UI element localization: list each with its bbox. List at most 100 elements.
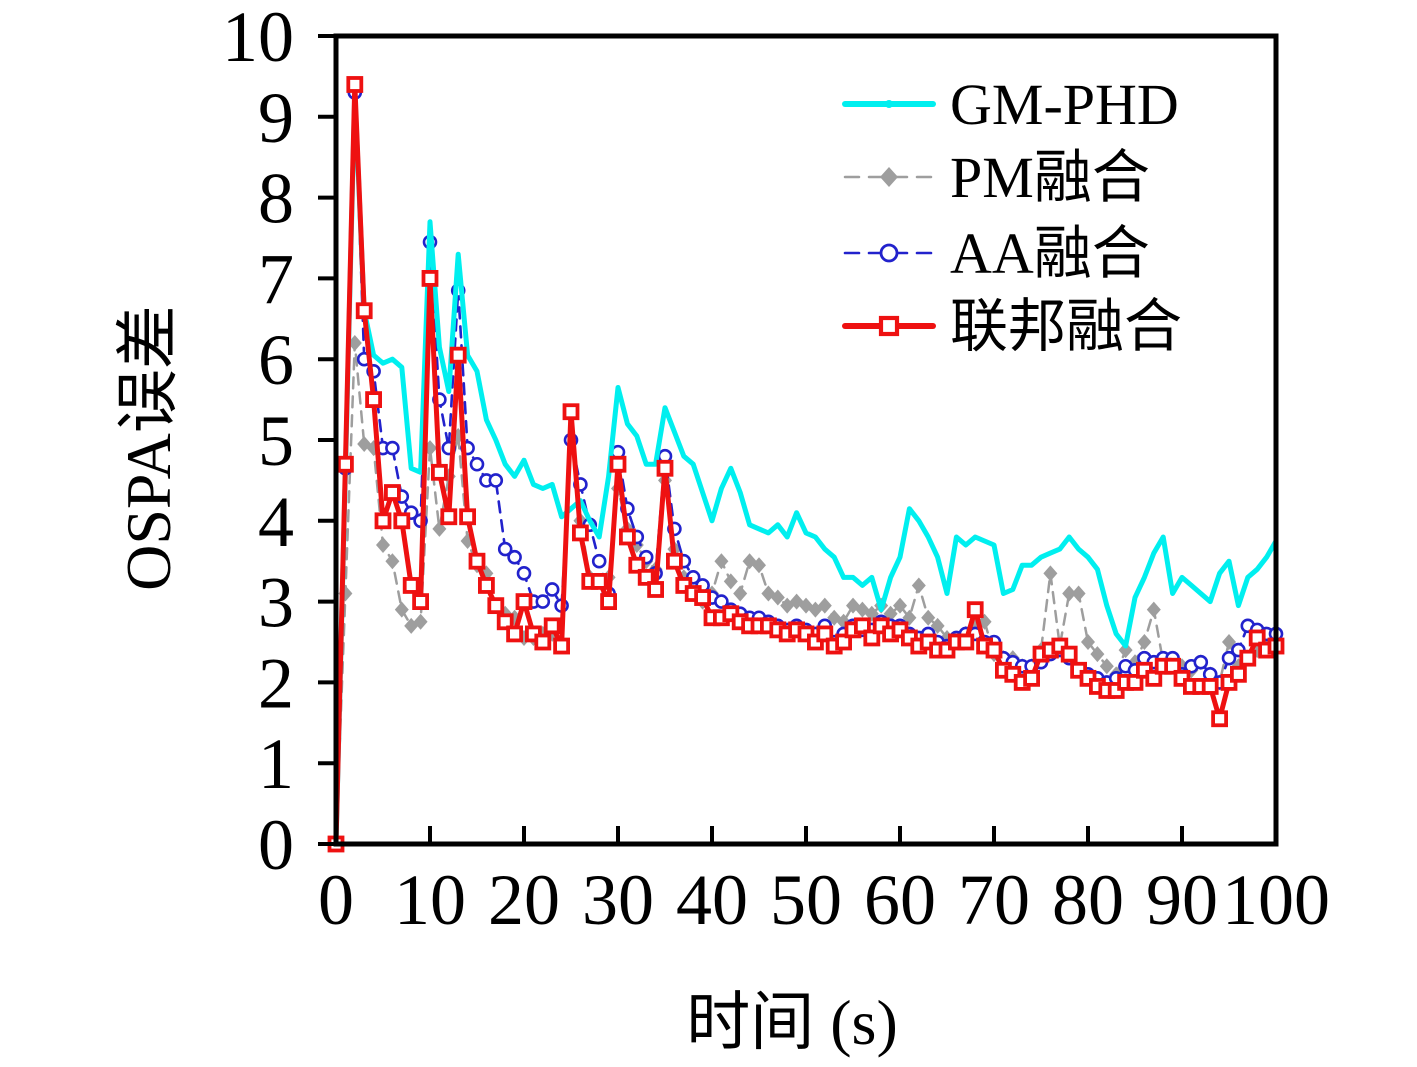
x-tick-label: 40 [676, 860, 748, 940]
marker-square [1126, 674, 1144, 691]
marker-square [383, 484, 401, 501]
x-tick-label: 30 [582, 860, 654, 940]
y-tick-label: 7 [258, 239, 294, 319]
marker-diamond [921, 609, 936, 626]
marker-square [477, 577, 495, 594]
marker-square [534, 633, 552, 651]
y-tick-label: 5 [258, 401, 294, 481]
x-axis: 0 10 20 30 40 50 60 70 80 90 100 [318, 826, 1330, 940]
legend-marker-diamond [880, 167, 898, 187]
marker-circle [544, 582, 560, 597]
y-axis-label: OSPA误差 [113, 305, 184, 591]
legend-marker-point [885, 100, 893, 108]
marker-diamond [413, 613, 428, 630]
marker-circle [497, 541, 513, 557]
marker-diamond [733, 585, 748, 602]
marker-square [835, 633, 852, 651]
marker-square [430, 463, 448, 481]
marker-square [609, 455, 627, 473]
marker-square [412, 593, 430, 610]
marker-diamond [1090, 646, 1105, 663]
marker-square [1239, 649, 1257, 667]
y-tick-label: 0 [258, 805, 294, 885]
marker-square [863, 629, 881, 647]
series-联邦融合 [327, 76, 1285, 853]
marker-square [590, 573, 608, 590]
marker-square [854, 617, 871, 635]
y-tick-label: 10 [222, 0, 294, 77]
marker-square [647, 581, 664, 598]
series-GM-PHD [333, 90, 1279, 847]
marker-square [1211, 710, 1228, 728]
marker-square [449, 346, 467, 364]
y-tick-label: 2 [258, 643, 294, 723]
legend-label-GM-PHD: GM-PHD [950, 72, 1179, 137]
x-tick-label: 20 [488, 860, 560, 940]
marker-square [1164, 657, 1181, 675]
x-tick-label: 80 [1052, 860, 1124, 940]
y-tick-label: 3 [258, 563, 294, 643]
marker-square [966, 601, 984, 619]
y-tick-label: 4 [258, 482, 294, 562]
marker-square [985, 641, 1003, 659]
marker-square [1145, 669, 1163, 687]
legend-marker-circle [879, 243, 899, 263]
y-tick-label: 8 [258, 159, 294, 239]
marker-diamond [893, 597, 907, 614]
marker-diamond [1071, 585, 1086, 602]
marker-square [957, 633, 975, 651]
marker-circle [1221, 650, 1237, 666]
legend-label-PM融合: PM融合 [950, 145, 1150, 210]
marker-square [1060, 645, 1078, 663]
marker-diamond [1146, 601, 1161, 618]
marker-square [393, 512, 411, 530]
marker-diamond [770, 589, 785, 606]
marker-circle [535, 594, 551, 609]
marker-square [553, 637, 570, 655]
marker-diamond [1062, 585, 1077, 602]
marker-square [694, 589, 711, 606]
marker-circle [714, 594, 729, 609]
marker-diamond [376, 537, 390, 554]
marker-diamond [1081, 634, 1095, 650]
marker-square [562, 403, 580, 421]
legend-item-联邦融合: 联邦融合 [842, 294, 1182, 359]
y-tick-label: 1 [258, 724, 294, 804]
marker-square [346, 76, 364, 93]
marker-circle [516, 566, 532, 581]
marker-circle [507, 549, 522, 565]
series-line-GM-PHD [333, 90, 1279, 847]
marker-circle [591, 553, 607, 569]
marker-square [355, 302, 373, 320]
marker-square [637, 568, 655, 586]
marker-square [487, 597, 505, 615]
legend-label-AA融合: AA融合 [950, 221, 1150, 286]
y-tick-label: 6 [258, 320, 294, 400]
marker-square [421, 269, 439, 287]
legend-marker-square [878, 315, 900, 337]
x-tick-label: 10 [394, 860, 466, 940]
marker-square [619, 528, 636, 546]
marker-diamond [723, 573, 738, 590]
marker-circle [1193, 654, 1209, 670]
x-axis-label: 时间 (s) [686, 987, 898, 1058]
x-tick-label: 50 [770, 860, 842, 940]
marker-square [365, 391, 383, 409]
marker-diamond [1099, 658, 1114, 675]
marker-square [1230, 665, 1247, 683]
x-tick-label: 70 [958, 860, 1030, 940]
marker-square [515, 593, 533, 610]
y-tick-label: 9 [258, 78, 294, 158]
marker-square [506, 625, 524, 643]
x-tick-label: 100 [1222, 860, 1330, 940]
marker-square [600, 593, 617, 610]
marker-square [572, 524, 589, 542]
marker-diamond [714, 553, 729, 570]
marker-square [1201, 678, 1219, 695]
x-tick-label: 0 [318, 860, 354, 940]
marker-diamond [1137, 634, 1152, 650]
